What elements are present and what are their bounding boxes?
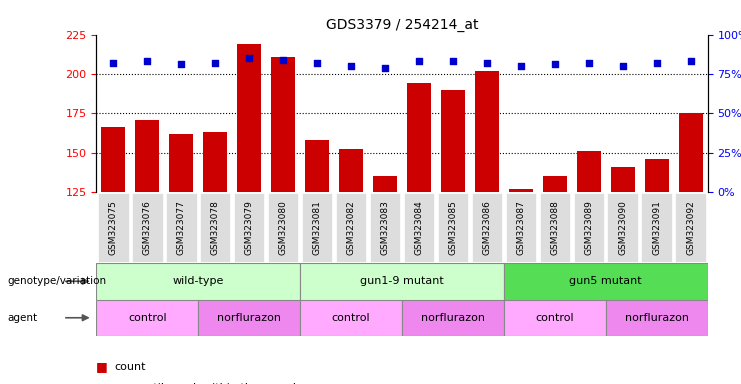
Point (651, 60, 662, 66)
Point (243, 55, 255, 61)
Bar (543, 176, 567, 192)
Bar (504, 263, 708, 300)
Bar (373, 176, 397, 192)
Point (142, 58, 153, 65)
FancyBboxPatch shape (608, 194, 638, 262)
Point (379, 65, 391, 71)
Bar (305, 140, 329, 192)
Bar (509, 189, 533, 192)
Bar (96, 263, 300, 300)
Bar (611, 167, 634, 192)
Text: GSM323077: GSM323077 (177, 200, 186, 255)
Bar (577, 151, 601, 192)
Text: GSM323078: GSM323078 (210, 200, 219, 255)
Point (277, 57, 289, 63)
Point (583, 60, 595, 66)
Text: GSM323076: GSM323076 (143, 200, 152, 255)
Point (107, 60, 119, 66)
Bar (605, 300, 708, 336)
Point (413, 58, 425, 65)
FancyBboxPatch shape (268, 194, 299, 262)
Text: GSM323085: GSM323085 (448, 200, 457, 255)
Text: gun5 mutant: gun5 mutant (569, 276, 642, 286)
Text: gun1-9 mutant: gun1-9 mutant (360, 276, 444, 286)
Text: count: count (115, 362, 147, 372)
Text: control: control (128, 313, 167, 323)
Bar (679, 113, 702, 192)
Point (345, 63, 357, 69)
Point (209, 60, 221, 66)
Text: GSM323089: GSM323089 (585, 200, 594, 255)
Bar (96, 300, 198, 336)
Bar (504, 300, 605, 336)
Bar (271, 56, 295, 192)
Bar (475, 71, 499, 192)
Text: genotype/variation: genotype/variation (7, 276, 107, 286)
Point (311, 60, 323, 66)
Text: control: control (536, 313, 574, 323)
Text: ■: ■ (96, 381, 108, 384)
Bar (198, 300, 300, 336)
FancyBboxPatch shape (234, 194, 265, 262)
Text: GSM323084: GSM323084 (414, 200, 423, 255)
FancyBboxPatch shape (539, 194, 570, 262)
Bar (170, 134, 193, 192)
Text: GSM323075: GSM323075 (109, 200, 118, 255)
Text: GSM323091: GSM323091 (652, 200, 661, 255)
Bar (645, 159, 668, 192)
Bar (203, 132, 227, 192)
Bar (102, 127, 125, 192)
Title: GDS3379 / 254214_at: GDS3379 / 254214_at (326, 18, 478, 32)
FancyBboxPatch shape (98, 194, 129, 262)
Text: GSM323079: GSM323079 (245, 200, 253, 255)
Text: GSM323090: GSM323090 (618, 200, 627, 255)
FancyBboxPatch shape (336, 194, 366, 262)
Text: GSM323092: GSM323092 (686, 200, 695, 255)
Text: ■: ■ (96, 360, 108, 373)
Text: norflurazon: norflurazon (625, 313, 688, 323)
FancyBboxPatch shape (642, 194, 672, 262)
Bar (237, 44, 261, 192)
FancyBboxPatch shape (302, 194, 333, 262)
Bar (300, 263, 504, 300)
Bar (136, 119, 159, 192)
Point (515, 63, 527, 69)
Text: percentile rank within the sample: percentile rank within the sample (115, 383, 303, 384)
FancyBboxPatch shape (370, 194, 400, 262)
Text: GSM323081: GSM323081 (313, 200, 322, 255)
Text: GSM323087: GSM323087 (516, 200, 525, 255)
FancyBboxPatch shape (438, 194, 468, 262)
Text: control: control (332, 313, 370, 323)
Bar (339, 149, 363, 192)
FancyBboxPatch shape (675, 194, 706, 262)
Bar (300, 300, 402, 336)
Point (447, 58, 459, 65)
FancyBboxPatch shape (404, 194, 434, 262)
Text: GSM323088: GSM323088 (551, 200, 559, 255)
Text: norflurazon: norflurazon (217, 313, 281, 323)
Point (549, 61, 561, 68)
Point (481, 60, 493, 66)
Point (685, 58, 697, 65)
FancyBboxPatch shape (471, 194, 502, 262)
Bar (441, 90, 465, 192)
FancyBboxPatch shape (166, 194, 196, 262)
FancyBboxPatch shape (574, 194, 604, 262)
Point (617, 63, 628, 69)
Text: agent: agent (7, 313, 38, 323)
Text: norflurazon: norflurazon (421, 313, 485, 323)
FancyBboxPatch shape (132, 194, 162, 262)
Point (176, 61, 187, 68)
FancyBboxPatch shape (200, 194, 230, 262)
Text: wild-type: wild-type (173, 276, 224, 286)
Text: GSM323086: GSM323086 (482, 200, 491, 255)
Text: GSM323080: GSM323080 (279, 200, 288, 255)
Bar (402, 300, 504, 336)
Text: GSM323083: GSM323083 (381, 200, 390, 255)
Bar (407, 83, 431, 192)
Text: GSM323082: GSM323082 (347, 200, 356, 255)
FancyBboxPatch shape (505, 194, 536, 262)
